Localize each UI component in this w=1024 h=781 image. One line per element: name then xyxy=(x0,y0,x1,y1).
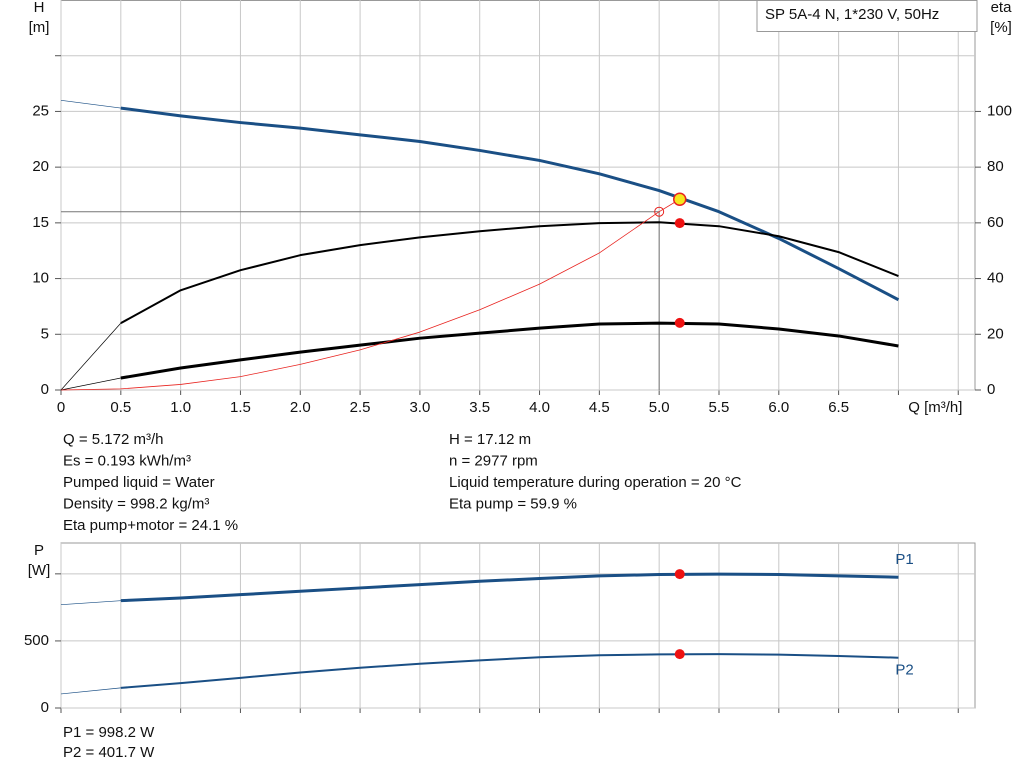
y2-axis-label: [%] xyxy=(990,19,1012,36)
y-tick-label: 20 xyxy=(32,158,49,175)
y2-tick-label: 40 xyxy=(987,270,1004,287)
operating-point xyxy=(672,192,687,206)
y2-tick-label: 100 xyxy=(987,102,1012,119)
x-tick-label: 2.5 xyxy=(350,399,371,416)
operating-point xyxy=(674,317,685,328)
y2-tick-label: 80 xyxy=(987,158,1004,175)
plot-frame xyxy=(60,0,976,391)
operating-point xyxy=(674,569,685,580)
y2-axis-label: eta xyxy=(991,0,1013,16)
curve xyxy=(120,321,899,380)
power-readout: P2 = 401.7 W xyxy=(63,744,155,761)
y-tick-label: 0 xyxy=(41,381,49,398)
readout-text: Q = 5.172 m³/h xyxy=(63,431,163,448)
x-tick-label: 6.0 xyxy=(768,399,789,416)
y-tick-label: 0 xyxy=(41,699,49,716)
curve-extension xyxy=(60,600,121,606)
power-readout: P1 = 998.2 W xyxy=(63,724,155,741)
x-tick-label: 0.5 xyxy=(110,399,131,416)
x-tick-label: 5.5 xyxy=(709,399,730,416)
x-tick-label: 4.5 xyxy=(589,399,610,416)
y-tick-label: 500 xyxy=(24,632,49,649)
curve-extension xyxy=(60,687,121,695)
curve xyxy=(60,198,680,391)
setpoint-marker xyxy=(654,206,665,217)
operating-point xyxy=(674,218,685,229)
x-axis-label: Q [m³/h] xyxy=(908,399,962,416)
y-tick-label: 25 xyxy=(32,102,49,119)
y-tick-label: 5 xyxy=(41,325,49,342)
readout-text: H = 17.12 m xyxy=(449,431,531,448)
curve-extension xyxy=(60,99,121,109)
curve xyxy=(120,221,899,325)
y-axis-label: [W] xyxy=(28,562,51,579)
x-tick-label: 6.5 xyxy=(828,399,849,416)
curve xyxy=(120,653,899,689)
x-tick-label: 2.0 xyxy=(290,399,311,416)
y-axis-label: P xyxy=(34,542,44,559)
x-tick-label: 1.0 xyxy=(170,399,191,416)
x-tick-label: 0 xyxy=(57,399,65,416)
x-tick-label: 3.0 xyxy=(409,399,430,416)
chart-title: SP 5A-4 N, 1*230 V, 50Hz xyxy=(765,6,939,23)
y2-tick-label: 0 xyxy=(987,381,995,398)
curve xyxy=(120,572,899,603)
operating-point xyxy=(674,649,685,660)
power-plot-frame xyxy=(60,542,976,709)
readout-text: Liquid temperature during operation = 20… xyxy=(449,474,742,491)
series-label: P2 xyxy=(895,662,913,679)
readout-text: Eta pump+motor = 24.1 % xyxy=(63,517,238,534)
x-tick-label: 4.0 xyxy=(529,399,550,416)
title-box xyxy=(756,0,978,32)
curve-extension xyxy=(60,377,121,391)
readout-text: n = 2977 rpm xyxy=(449,452,538,469)
y2-tick-label: 60 xyxy=(987,214,1004,231)
x-tick-label: 5.0 xyxy=(649,399,670,416)
readout-text: Pumped liquid = Water xyxy=(63,474,215,491)
readout-text: Density = 998.2 kg/m³ xyxy=(63,495,209,512)
curve-extension xyxy=(60,322,122,391)
readout-text: Eta pump = 59.9 % xyxy=(449,495,577,512)
y2-tick-label: 20 xyxy=(987,325,1004,342)
y-tick-label: 10 xyxy=(32,270,49,287)
y-tick-label: 15 xyxy=(32,214,49,231)
series-label: P1 xyxy=(895,551,913,568)
x-tick-label: 3.5 xyxy=(469,399,490,416)
y-axis-label: [m] xyxy=(29,19,50,36)
readout-text: Es = 0.193 kWh/m³ xyxy=(63,452,191,469)
x-tick-label: 1.5 xyxy=(230,399,251,416)
y-axis-label: H xyxy=(34,0,45,16)
